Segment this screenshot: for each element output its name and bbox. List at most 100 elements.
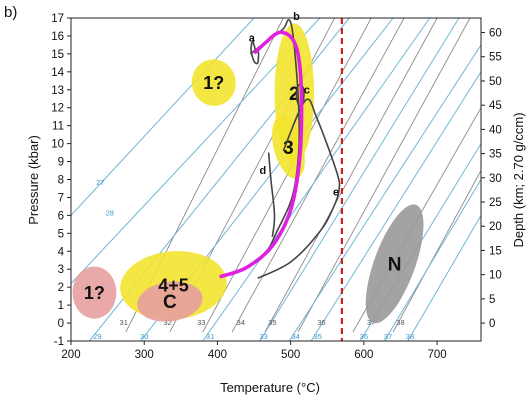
x-tick-label: 400 bbox=[208, 349, 227, 361]
y-tick-label: -1 bbox=[54, 336, 64, 348]
y2-tick-label: 60 bbox=[489, 28, 502, 40]
fields: 1? 2 3 4+5 1? C N bbox=[72, 23, 424, 324]
curve-label: c bbox=[304, 84, 310, 96]
gray-reference-line-38 bbox=[392, 170, 481, 333]
y2-tick-label: 15 bbox=[489, 245, 502, 257]
y-tick-label: 9 bbox=[58, 157, 64, 169]
y-tick-label: 11 bbox=[52, 121, 64, 133]
axes: 200 300 400 500 600 700-101234567891011121314… bbox=[51, 13, 502, 361]
x-tick-label: 600 bbox=[354, 349, 373, 361]
y2-tick-label: 20 bbox=[489, 221, 502, 233]
y-tick-label: 0 bbox=[58, 318, 64, 330]
y-tick-label: 5 bbox=[58, 228, 64, 240]
curve-label: b bbox=[293, 11, 300, 23]
y2-tick-label: 40 bbox=[489, 124, 502, 136]
gray-line-label: 37 bbox=[367, 318, 375, 327]
field-ellipse bbox=[191, 59, 236, 106]
gray-line-label: 31 bbox=[120, 318, 128, 327]
gray-reference-line-36 bbox=[297, 18, 471, 333]
main-pt-path bbox=[219, 30, 304, 279]
field-label: 1? bbox=[84, 283, 105, 303]
gray-line-label: 32 bbox=[163, 318, 171, 327]
y2-tick-label: 45 bbox=[489, 100, 502, 112]
curves: a b c d e bbox=[219, 11, 343, 341]
gray-line-label: 33 bbox=[197, 318, 205, 327]
blue-reference-line-35 bbox=[310, 71, 481, 341]
blue-line-label: 38 bbox=[406, 332, 414, 341]
y-tick-label: 16 bbox=[51, 31, 64, 43]
gray-line-label: 34 bbox=[237, 318, 245, 327]
field-ellipse bbox=[272, 115, 305, 179]
curve-label: e bbox=[333, 187, 339, 199]
y-tick-label: 8 bbox=[58, 175, 64, 187]
x-tick-label: 200 bbox=[61, 349, 80, 361]
y2-tick-label: 10 bbox=[489, 270, 502, 282]
y-tick-label: 4 bbox=[58, 246, 65, 258]
curve-a bbox=[250, 40, 260, 65]
y-tick-label: 10 bbox=[51, 139, 64, 151]
y-tick-label: 2 bbox=[58, 282, 64, 294]
blue-line-label: 34 bbox=[292, 332, 300, 341]
gray-reference-line-33 bbox=[202, 18, 372, 333]
curve-d bbox=[267, 152, 276, 238]
blue-line-label: 28 bbox=[106, 208, 114, 217]
y-tick-label: 12 bbox=[51, 103, 64, 115]
gray-line-label: 36 bbox=[317, 318, 325, 327]
field-ellipse bbox=[137, 281, 203, 322]
gray-line-label: 38 bbox=[396, 318, 404, 327]
field-ellipse bbox=[365, 204, 424, 324]
gray-reference-line-35 bbox=[264, 18, 438, 333]
blue-line-label: 35 bbox=[314, 332, 322, 341]
y2-tick-label: 5 bbox=[489, 294, 495, 306]
y-tick-label: 3 bbox=[58, 264, 64, 276]
y2-tick-label: 55 bbox=[489, 52, 502, 64]
y2-tick-label: 25 bbox=[489, 197, 502, 209]
blue-line-label: 31 bbox=[206, 332, 214, 341]
y-axis-title: Pressure (kbar) bbox=[26, 135, 41, 225]
curve-e bbox=[257, 98, 341, 279]
y-tick-label: 15 bbox=[51, 49, 64, 61]
blue-line-label: 29 bbox=[93, 332, 101, 341]
blue-reference-line-33 bbox=[259, 18, 460, 341]
field-label: 4+5 bbox=[158, 276, 189, 296]
field-label: C bbox=[163, 292, 177, 313]
blue-line-label: 30 bbox=[140, 332, 148, 341]
blue-reference-line-38 bbox=[407, 215, 481, 341]
blue-line-label: 37 bbox=[384, 332, 392, 341]
y-tick-label: 1 bbox=[58, 300, 64, 312]
y2-tick-label: 30 bbox=[489, 173, 502, 185]
y-tick-label: 7 bbox=[58, 192, 64, 204]
y2-tick-label: 0 bbox=[489, 318, 495, 330]
curve-c bbox=[295, 83, 305, 107]
field-ellipse bbox=[72, 266, 117, 319]
x-tick-label: 300 bbox=[135, 349, 154, 361]
y2-axis-title: Depth (km; 2.70 g/ccm) bbox=[511, 112, 526, 247]
panel-label: b) bbox=[4, 4, 17, 21]
blue-reference-line-27 bbox=[71, 18, 255, 216]
field-label: 2 bbox=[289, 84, 300, 105]
field-label: 3 bbox=[283, 138, 294, 159]
curve-label: d bbox=[259, 165, 266, 177]
y-tick-label: 17 bbox=[51, 13, 64, 25]
y-tick-label: 6 bbox=[58, 210, 64, 222]
gray-reference-line-34 bbox=[231, 18, 405, 333]
x-tick-label: 700 bbox=[427, 349, 446, 361]
y-tick-label: 13 bbox=[51, 85, 64, 97]
curve-label: a bbox=[249, 32, 256, 44]
blue-reference-line-34 bbox=[288, 44, 481, 341]
x-axis-title: Temperature (°C) bbox=[220, 380, 320, 395]
x-tick-label: 500 bbox=[281, 349, 300, 361]
blue-line-label: 36 bbox=[360, 332, 368, 341]
field-label: 1? bbox=[203, 73, 224, 93]
y-tick-label: 14 bbox=[51, 67, 64, 79]
gray-line-label: 35 bbox=[268, 318, 276, 327]
blue-reference-line-31 bbox=[202, 18, 431, 341]
field-label: N bbox=[388, 254, 402, 275]
y2-tick-label: 50 bbox=[489, 76, 502, 88]
blue-line-label: 27 bbox=[96, 178, 104, 187]
blue-reference-line-37 bbox=[383, 179, 481, 341]
blue-line-label: 33 bbox=[259, 332, 267, 341]
